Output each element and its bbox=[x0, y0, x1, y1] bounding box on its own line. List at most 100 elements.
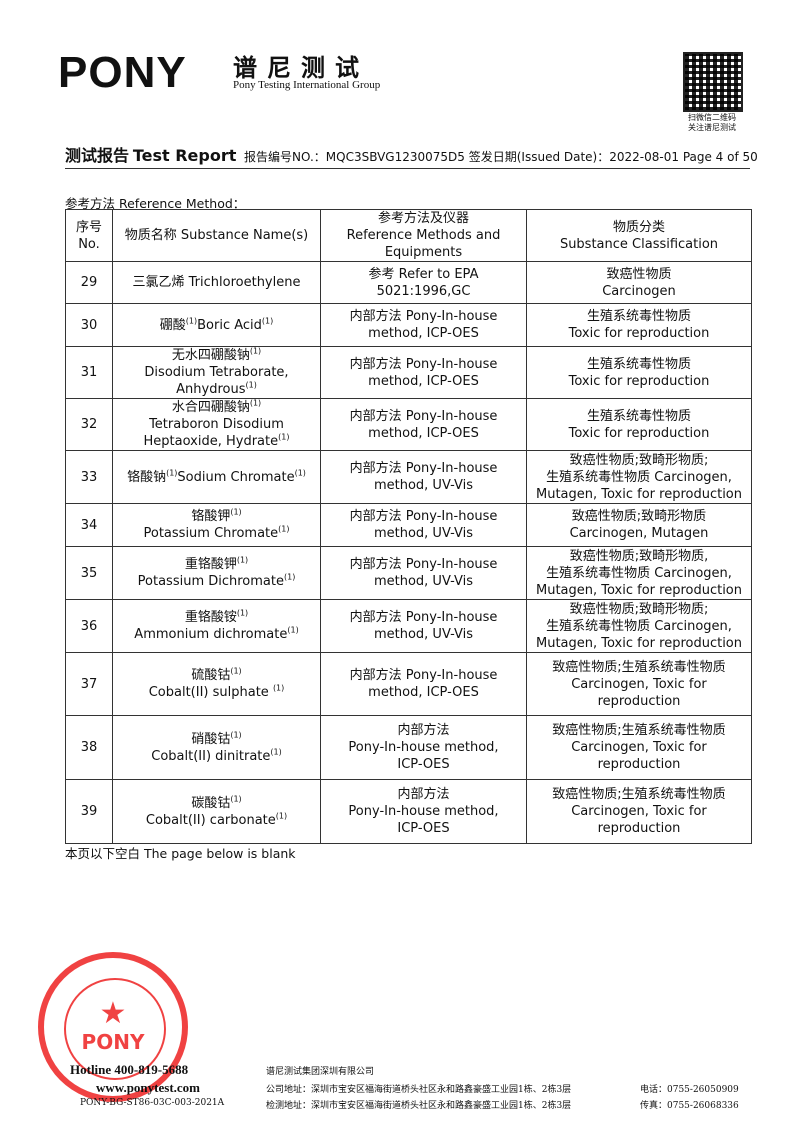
footnote-mark: (1) bbox=[185, 316, 198, 326]
name-cell: 三氯乙烯 Trichloroethylene bbox=[112, 261, 321, 304]
substance-name: Disodium Tetraborate, bbox=[144, 365, 289, 380]
class-text: Carcinogen bbox=[602, 283, 676, 299]
method-text: Pony-In-house method, bbox=[348, 740, 499, 755]
method-text: method, UV-Vis bbox=[373, 627, 474, 642]
footnote-mark: (1) bbox=[230, 794, 242, 804]
class-cell: 致癌性物质;生殖系统毒性物质 Carcinogen, Toxic for repro… bbox=[526, 715, 752, 780]
logo: PONY bbox=[58, 48, 187, 97]
class-cell: 致癌性物质;致畸形物质 Carcinogen, Mutagen bbox=[526, 503, 752, 547]
method-text: 内部方法 Pony-In-house bbox=[349, 309, 498, 324]
row-no: 39 bbox=[80, 804, 98, 819]
name-cell: 重铬酸铵(1) Ammonium dichromate(1) bbox=[112, 599, 321, 653]
method-text: 内部方法 Pony-In-house bbox=[349, 557, 498, 572]
class-cell: 致癌性物质;生殖系统毒性物质 Carcinogen, Toxic for repro… bbox=[526, 652, 752, 716]
method-cell: 内部方法 Pony-In-house method, ICP-OES bbox=[320, 398, 527, 451]
substance-name: Sodium Chromate bbox=[177, 469, 295, 485]
qr-code bbox=[683, 52, 743, 112]
no-cell: 37 bbox=[65, 652, 113, 716]
no-cell: 31 bbox=[65, 346, 113, 399]
table-row: 31 无水四硼酸钠(1) Disodium Tetraborate, Anhydrou… bbox=[65, 346, 752, 399]
row-no: 33 bbox=[80, 469, 98, 485]
method-text: method, ICP-OES bbox=[368, 373, 479, 389]
row-no: 38 bbox=[80, 740, 98, 755]
method-text: 内部方法 Pony-In-house bbox=[349, 408, 498, 424]
no-cell: 30 bbox=[65, 303, 113, 347]
name-cell: 硼酸(1)Boric Acid(1) bbox=[112, 303, 321, 347]
header-cell: 物质名称 Substance Name(s) bbox=[112, 209, 321, 262]
method-cell: 内部方法 Pony-In-house method, UV-Vis bbox=[320, 546, 527, 600]
substance-name: 铬酸钠 bbox=[127, 469, 167, 485]
method-text: 内部方法 Pony-In-house bbox=[349, 668, 498, 683]
class-text: 生殖系统毒性物质 Carcinogen, bbox=[546, 565, 732, 581]
class-cell: 致癌性物质;致畸形物质; 生殖系统毒性物质 Carcinogen, Mutagen,… bbox=[526, 599, 752, 653]
qr-caption: 关注谱尼测试 bbox=[688, 123, 736, 132]
method-text: method, UV-Vis bbox=[373, 478, 474, 493]
no-cell: 29 bbox=[65, 261, 113, 304]
class-text: Mutagen, Toxic for reproduction bbox=[535, 635, 742, 651]
report-line: 测试报告 Test Report 报告编号NO.：MQC3SBVG1230075… bbox=[65, 142, 758, 166]
row-no: 29 bbox=[80, 275, 98, 290]
class-text: Toxic for reproduction bbox=[568, 425, 710, 441]
footnote-mark: (1) bbox=[166, 468, 178, 478]
class-text: Carcinogen, Toxic for bbox=[571, 804, 707, 819]
table-row: 29 三氯乙烯 Trichloroethylene 参考 Refer to EPA 5… bbox=[65, 261, 752, 304]
header-text: 序号 bbox=[75, 219, 102, 235]
header-cell: 参考方法及仪器 Reference Methods and Equipments bbox=[320, 209, 527, 262]
company-address: 公司地址：深圳市宝安区福海街道桥头社区永和路鑫豪盛工业园1栋、2栋3层 bbox=[266, 1085, 572, 1095]
footnote-mark: (1) bbox=[249, 346, 262, 356]
hotline: Hotline 400-819-5688 bbox=[70, 1062, 189, 1077]
name-cell: 硫酸钴(1) Cobalt(II) sulphate (1) bbox=[112, 652, 321, 716]
row-no: 35 bbox=[80, 565, 98, 581]
substance-name: 铬酸钾 bbox=[191, 509, 231, 524]
method-text: 内部方法 Pony-In-house bbox=[349, 356, 498, 372]
footnote-mark: (1) bbox=[230, 730, 242, 740]
footnote-mark: (1) bbox=[270, 747, 282, 757]
method-text: 内部方法 Pony-In-house bbox=[349, 461, 498, 476]
header-row: 序号 No. 物质名称 Substance Name(s) 参考方法及仪器 Refere… bbox=[65, 209, 752, 262]
class-cell: 致癌性物质 Carcinogen bbox=[526, 261, 752, 304]
test-address: 检测地址：深圳市宝安区福海街道桥头社区永和路鑫豪盛工业园1栋、2栋3层 bbox=[266, 1101, 572, 1111]
stamp-text: PONY bbox=[81, 1030, 145, 1054]
method-text: method, ICP-OES bbox=[368, 425, 479, 441]
method-text: Pony-In-house method, bbox=[348, 804, 499, 819]
header-text: Equipments bbox=[384, 245, 463, 260]
method-cell: 内部方法 Pony-In-house method, UV-Vis bbox=[320, 450, 527, 504]
method-text: ICP-OES bbox=[397, 757, 450, 772]
row-no: 37 bbox=[80, 676, 98, 692]
method-text: 5021:1996,GC bbox=[376, 283, 471, 299]
footnote-mark: (1) bbox=[236, 555, 249, 565]
method-text: 内部方法 Pony-In-house bbox=[349, 509, 498, 524]
table-row: 37 硫酸钴(1) Cobalt(II) sulphate (1) 内部方法 Pony… bbox=[65, 652, 752, 716]
class-text: 致癌性物质 bbox=[606, 266, 672, 282]
no-cell: 35 bbox=[65, 546, 113, 600]
brand-en: Pony Testing International Group bbox=[233, 79, 381, 91]
class-cell: 致癌性物质;生殖系统毒性物质 Carcinogen, Toxic for repro… bbox=[526, 779, 752, 844]
footnote-mark: (1) bbox=[278, 432, 290, 442]
class-text: Carcinogen, Toxic for bbox=[571, 740, 707, 755]
substance-name: 无水四硼酸钠 bbox=[171, 348, 250, 363]
substance-name: 水合四硼酸钠 bbox=[171, 400, 250, 415]
table-row: 35 重铬酸钾(1) Potassium Dichromate(1) 内部方法 Pon… bbox=[65, 546, 752, 600]
substance-name: 重铬酸铵 bbox=[184, 610, 237, 625]
method-cell: 内部方法 Pony-In-house method, UV-Vis bbox=[320, 503, 527, 547]
substance-name: Tetraboron Disodium bbox=[149, 417, 284, 432]
class-text: 致癌性物质;致畸形物质; bbox=[569, 601, 709, 617]
footnote-mark: (1) bbox=[272, 683, 285, 693]
header-text: Substance Classification bbox=[559, 236, 719, 252]
footnote-mark: (1) bbox=[284, 572, 296, 582]
header-text: No. bbox=[78, 236, 100, 252]
substance-name: Heptaoxide, Hydrate bbox=[143, 434, 279, 449]
name-cell: 水合四硼酸钠 (1) Tetraboron Disodium Heptaoxide, … bbox=[112, 398, 321, 451]
method-cell: 参考 Refer to EPA 5021:1996,GC bbox=[320, 261, 527, 304]
method-cell: 内部方法 Pony-In-house method, ICP-OES bbox=[320, 652, 527, 716]
no-cell: 33 bbox=[65, 450, 113, 504]
method-cell: 内部方法 Pony-In-house method, ICP-OES bbox=[320, 779, 527, 844]
blank-note: 本页以下空白 The page below is blank bbox=[65, 846, 296, 861]
class-cell: 致癌性物质;致畸形物质, 生殖系统毒性物质 Carcinogen, Mutagen,… bbox=[526, 546, 752, 600]
row-no: 36 bbox=[80, 618, 98, 634]
substance-name: 硼酸 bbox=[159, 317, 186, 333]
page-number: Page 4 of 50 bbox=[682, 150, 758, 164]
class-text: 生殖系统毒性物质 bbox=[586, 356, 691, 372]
header-text: 物质分类 bbox=[612, 219, 665, 235]
footnote-mark: (1) bbox=[294, 468, 306, 478]
